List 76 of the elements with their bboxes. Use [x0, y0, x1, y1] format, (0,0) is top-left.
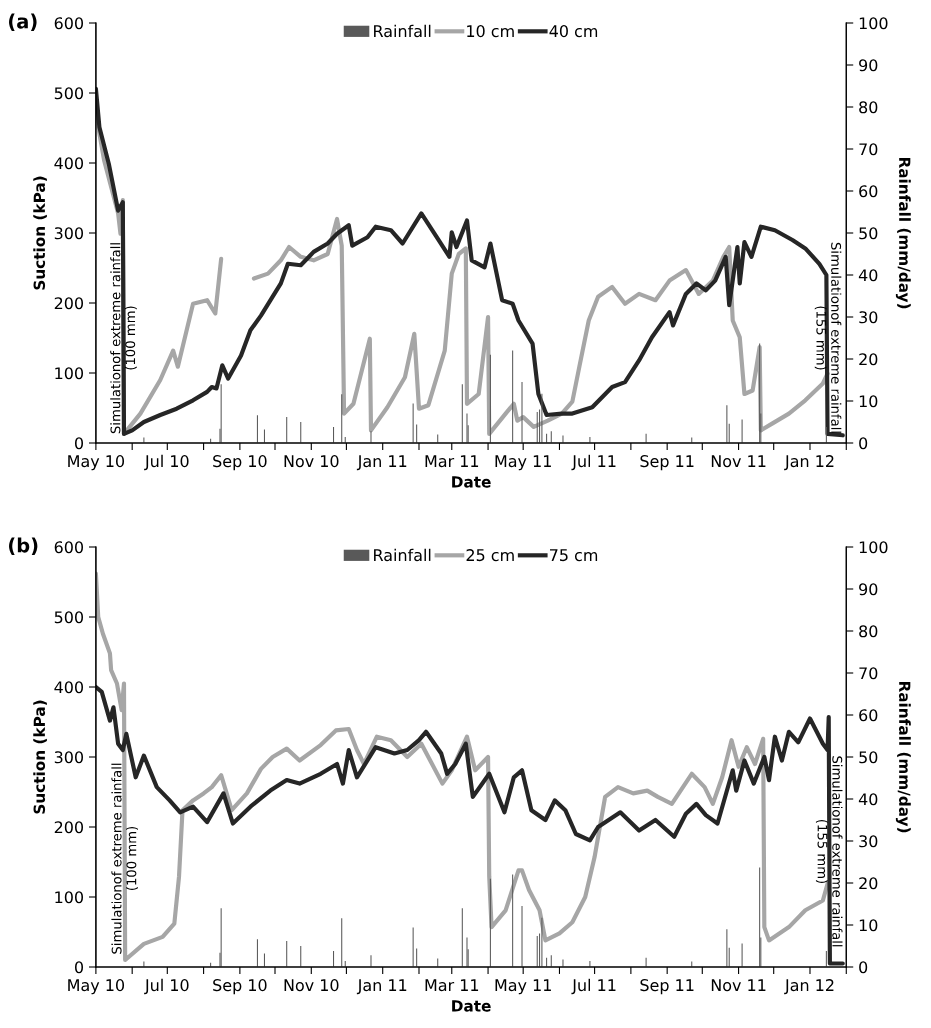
y2-tick-label: 70 [859, 667, 878, 680]
y-tick-label: 200 [54, 821, 84, 834]
chart-title: (b) [9, 537, 38, 555]
y-tick-label: 100 [55, 891, 84, 904]
y2-tick-label: 20 [859, 353, 878, 366]
y2-tick-label: 10 [859, 919, 878, 932]
y2-tick-label: 80 [859, 625, 878, 638]
y2-tick-label: 100 [859, 541, 888, 554]
y2-tick-label: 0 [859, 437, 868, 450]
y2-tick-label: 10 [859, 395, 878, 408]
legend-label: 25 cm [466, 549, 514, 562]
legend-label: Rainfall [374, 24, 431, 38]
y2-tick-label: 90 [859, 59, 878, 72]
x-tick-label: Nov 10 [284, 455, 339, 468]
y-axis-title: Suction (kPa) [33, 700, 47, 814]
x-tick-label: Sep 11 [640, 455, 694, 471]
legend-label: 40 cm [549, 25, 598, 38]
y2-tick-label: 50 [859, 751, 878, 764]
y-tick-label: 0 [74, 961, 84, 974]
y2-tick-label: 0 [859, 961, 868, 974]
x-tick-label: Jan 11 [356, 979, 407, 995]
y2-tick-label: 60 [859, 709, 878, 722]
annotation: Simulationof extreme rainfall (100 mm) [110, 243, 137, 434]
annotation: Simulationof extreme rainfall (155 mm) [815, 756, 843, 947]
annotation: Simulationof extreme rainfall (155 mm) [814, 242, 842, 433]
y-tick-label: 500 [54, 87, 84, 100]
x-tick-label: May 10 [68, 979, 125, 995]
x-tick-label: Jul 11 [571, 454, 616, 471]
x-tick-label: Mar 11 [425, 979, 479, 992]
y2-tick-label: 20 [859, 877, 878, 890]
x-axis-title: Date [452, 1000, 491, 1012]
y-tick-label: 500 [54, 611, 84, 624]
x-tick-label: Jul 10 [144, 978, 189, 995]
x-tick-label: Jul 10 [144, 454, 189, 471]
y2-axis-title: Rainfall (mm/day) [895, 681, 911, 833]
legend-label: 75 cm [550, 549, 598, 562]
y2-tick-label: 100 [859, 17, 888, 30]
x-tick-label: May 11 [495, 979, 551, 995]
y2-tick-label: 50 [859, 227, 878, 240]
legend-label: Rainfall [374, 548, 431, 562]
x-axis-title: Date [452, 476, 491, 488]
y2-tick-label: 40 [858, 793, 878, 806]
y2-tick-label: 80 [859, 101, 878, 114]
y-tick-label: 0 [74, 437, 84, 450]
y2-tick-label: 30 [859, 835, 878, 848]
y-tick-label: 300 [54, 751, 84, 764]
x-tick-label: Sep 11 [640, 979, 694, 995]
y-tick-label: 100 [55, 367, 84, 380]
y-tick-label: 600 [54, 541, 84, 554]
y2-tick-label: 40 [858, 269, 878, 282]
legend-label: 10 cm [467, 25, 514, 38]
y2-tick-label: 30 [859, 311, 878, 324]
y-tick-label: 600 [54, 17, 84, 30]
x-tick-label: Jan 12 [784, 979, 834, 995]
x-tick-label: Nov 11 [711, 979, 766, 992]
x-tick-label: Jan 11 [356, 455, 407, 471]
y2-tick-label: 70 [859, 143, 878, 156]
x-tick-label: Nov 11 [711, 455, 766, 468]
y-tick-label: 300 [54, 227, 84, 240]
x-tick-label: Sep 10 [213, 979, 267, 995]
y2-axis-title: Rainfall (mm/day) [895, 157, 911, 309]
y-axis-title: Suction (kPa) [33, 176, 47, 290]
y-tick-label: 200 [54, 297, 84, 310]
y-tick-label: 400 [54, 157, 84, 170]
x-tick-label: May 11 [495, 455, 551, 471]
annotation: Simulationof extreme rainfall (100 mm) [111, 763, 138, 954]
y2-tick-label: 90 [859, 583, 878, 596]
chart-title: (a) [9, 13, 37, 31]
x-tick-label: May 10 [68, 455, 125, 471]
x-tick-label: Jan 12 [784, 455, 834, 471]
x-tick-label: Mar 11 [425, 455, 479, 468]
x-tick-label: Nov 10 [284, 979, 339, 992]
x-tick-label: Sep 10 [213, 455, 267, 471]
x-tick-label: Jul 11 [571, 978, 616, 995]
y-tick-label: 400 [54, 681, 84, 694]
y2-tick-label: 60 [859, 185, 878, 198]
